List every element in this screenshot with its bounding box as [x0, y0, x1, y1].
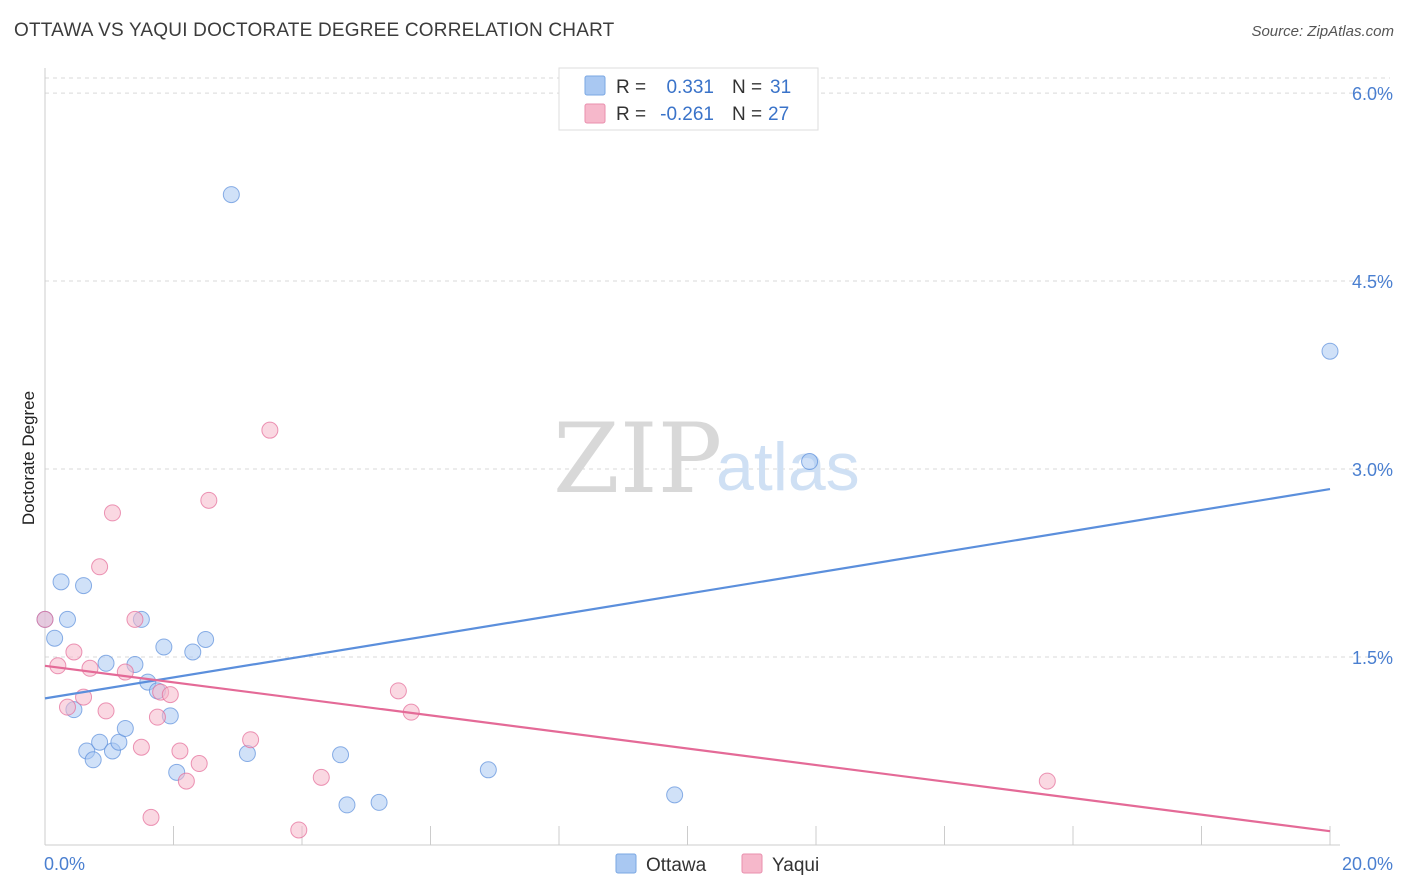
gridlines	[45, 77, 1390, 658]
yaqui-point	[242, 731, 260, 749]
yaqui-point	[36, 610, 54, 628]
yaqui-point	[81, 659, 99, 677]
yaqui-point	[161, 686, 179, 704]
ottawa-point	[58, 610, 76, 628]
legend-yaqui-swatch	[741, 853, 763, 874]
yaqui-r-label: R =	[616, 104, 646, 125]
yaqui-point	[58, 698, 76, 716]
yaqui-point	[171, 742, 189, 760]
ottawa-point	[155, 638, 173, 656]
y-tick-label: 1.5%	[1352, 648, 1393, 668]
ottawa-point	[666, 786, 684, 804]
ottawa-point	[110, 733, 128, 751]
ottawa-legend-swatch	[584, 75, 606, 96]
ottawa-point	[197, 630, 215, 648]
ottawa-r-label: R =	[616, 77, 646, 98]
source-credit: Source: ZipAtlas.com	[1251, 23, 1394, 40]
chart-title: OTTAWA VS YAQUI DOCTORATE DEGREE CORRELA…	[14, 20, 615, 41]
yaqui-point	[148, 708, 166, 726]
ottawa-point	[97, 654, 115, 672]
yaqui-n-label: N =	[732, 104, 762, 125]
yaqui-point	[126, 610, 144, 628]
ottawa-point	[52, 573, 70, 591]
yaqui-point	[290, 821, 308, 839]
y-tick-label: 4.5%	[1352, 272, 1393, 292]
ottawa-point	[479, 761, 497, 779]
series-legend: Ottawa Yaqui	[615, 853, 819, 876]
yaqui-legend-swatch	[584, 103, 606, 124]
yaqui-point	[389, 682, 407, 700]
y-tick-label: 6.0%	[1352, 84, 1393, 104]
yaqui-point	[261, 421, 279, 439]
ottawa-point	[75, 577, 93, 595]
ottawa-r-value: 0.331	[666, 77, 714, 98]
ottawa-point	[222, 186, 240, 204]
yaqui-point	[177, 772, 195, 790]
legend-yaqui-label: Yaqui	[772, 855, 819, 876]
ottawa-point	[238, 745, 256, 763]
ottawa-point	[184, 643, 202, 661]
yaqui-point	[103, 504, 121, 522]
legend-ottawa-label: Ottawa	[646, 855, 707, 876]
ottawa-trend-line	[44, 487, 1331, 700]
ottawa-n-label: N =	[732, 77, 762, 98]
x-tick-label-max: 20.0%	[1342, 854, 1393, 874]
x-ticks	[44, 826, 1331, 845]
stats-legend: R = 0.331 N = 31 R = -0.261 N = 27	[558, 67, 819, 131]
yaqui-n-value: 27	[768, 104, 789, 125]
y-tick-label: 3.0%	[1352, 460, 1393, 480]
ottawa-point	[338, 796, 356, 814]
yaqui-trend-line	[44, 664, 1331, 833]
yaqui-point	[1038, 772, 1056, 790]
ottawa-point	[91, 733, 109, 751]
ottawa-point	[1321, 342, 1339, 360]
trend-lines	[44, 487, 1331, 833]
ottawa-point	[116, 719, 134, 737]
legend-ottawa-swatch	[615, 853, 637, 874]
yaqui-point	[312, 768, 330, 786]
ottawa-n-value: 31	[770, 77, 791, 98]
yaqui-point	[97, 702, 115, 720]
yaqui-point	[132, 738, 150, 756]
ottawa-point	[46, 629, 64, 647]
x-tick-label-min: 0.0%	[44, 854, 85, 874]
y-tick-labels: 1.5% 3.0% 4.5% 6.0%	[1352, 84, 1393, 668]
watermark-zip: ZIP	[553, 403, 722, 515]
watermark-atlas: atlas	[716, 429, 860, 505]
data-points	[36, 186, 1339, 839]
ottawa-point	[332, 746, 350, 764]
yaqui-point	[200, 491, 218, 509]
ottawa-point	[84, 751, 102, 769]
yaqui-point	[142, 808, 160, 826]
ottawa-point	[801, 453, 819, 471]
y-axis-label: Doctorate Degree	[19, 391, 38, 525]
yaqui-point	[190, 755, 208, 773]
yaqui-point	[91, 558, 109, 576]
yaqui-point	[65, 643, 83, 661]
yaqui-r-value: -0.261	[660, 104, 714, 125]
ottawa-point	[370, 793, 388, 811]
